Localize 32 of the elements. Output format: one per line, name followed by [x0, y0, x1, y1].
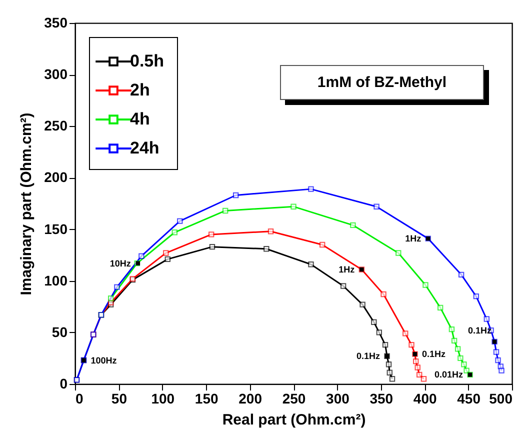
x-axis-title: Real part (Ohm.cm²): [222, 412, 366, 428]
x-tick-label: 350: [370, 390, 394, 406]
x-tick-label: 500: [489, 390, 513, 406]
legend-label: 4h: [130, 110, 150, 128]
x-tick-label: 400: [413, 390, 437, 406]
annotation: 0.1Hz: [422, 349, 446, 360]
x-tick-label: 300: [326, 390, 350, 406]
y-tick-label: 250: [44, 118, 68, 134]
y-tick-label: 50: [52, 324, 68, 340]
annotation: 0.01Hz: [434, 370, 464, 380]
legend-label: 0.5h: [130, 52, 164, 70]
legend-label: 24h: [130, 138, 160, 158]
y-tick-label: 0: [60, 376, 68, 392]
annotation: 1Hz: [338, 264, 356, 275]
x-tick-label: 250: [282, 390, 306, 406]
x-tick-label: 450: [457, 390, 481, 406]
x-tick-label: 50: [111, 390, 128, 406]
y-tick-label: 300: [44, 66, 68, 82]
y-tick-label: 350: [44, 14, 68, 30]
annotation: 100Hz: [90, 355, 118, 366]
y-tick-label: 200: [44, 169, 68, 186]
x-tick-label: 200: [238, 390, 262, 406]
legend-label: 2h: [130, 80, 150, 100]
y-tick-label: 100: [44, 272, 68, 288]
y-axis-title: Imaginary part (Ohm.cm²): [18, 112, 36, 296]
annotation: 0.1Hz: [356, 351, 381, 362]
annotation: 1Hz: [405, 234, 422, 244]
x-tick-label: 100: [151, 390, 175, 406]
x-tick-label: 150: [194, 390, 218, 406]
x-tick-label: 0: [76, 390, 84, 406]
y-tick-label: 150: [44, 220, 68, 237]
annotation: 10Hz: [110, 258, 132, 268]
